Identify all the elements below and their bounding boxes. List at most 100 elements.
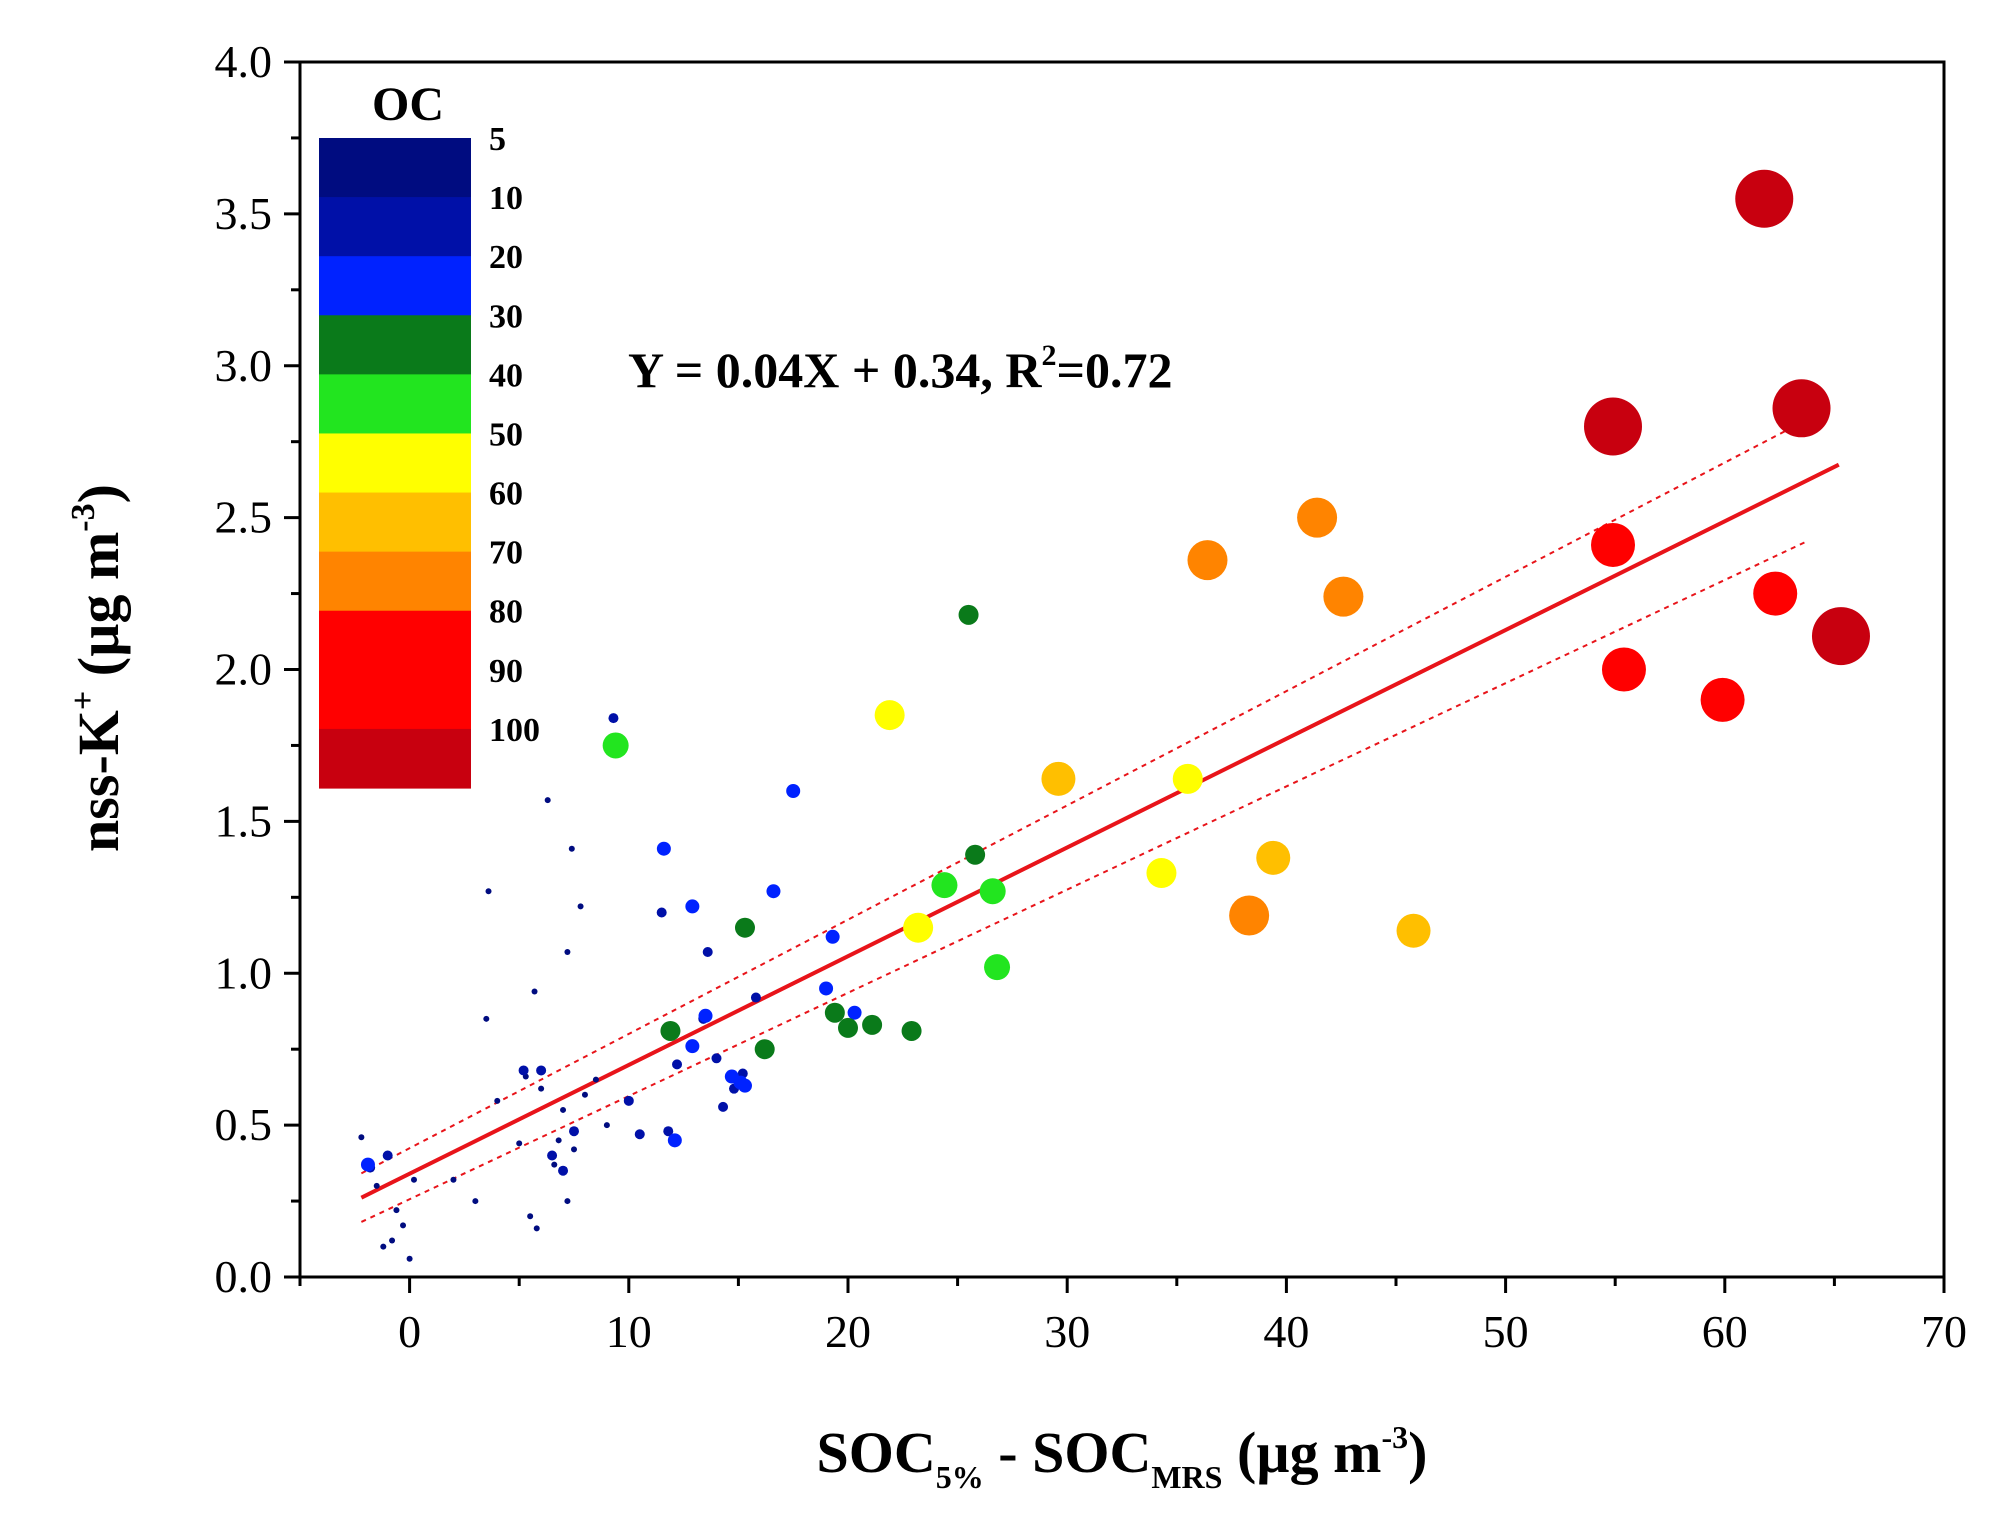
data-point [667,1133,682,1148]
data-point [702,946,713,957]
y-tick-label: 2.0 [215,644,273,695]
plot-area [298,60,1946,1279]
series-oc-50-60 [874,700,1203,943]
data-point [1297,497,1338,538]
data-point [608,713,619,724]
legend-swatch [319,138,471,198]
data-point [533,1225,540,1232]
legend-swatch [319,492,471,553]
y-tick-label: 1.0 [215,947,273,998]
data-point [571,1146,577,1153]
series-oc-60-70 [1041,761,1431,948]
y-axis: 0.0 0.5 1.0 1.5 2.0 2.5 3.0 3.5 4.0 [215,36,300,1302]
data-point [450,1176,457,1183]
data-point [718,1101,729,1112]
data-point [901,1020,922,1041]
data-point [516,1140,523,1147]
data-point [400,1222,407,1229]
data-point [1584,397,1643,456]
data-point [389,1237,396,1244]
legend-swatch [319,669,471,730]
y-tick-label: 0.5 [215,1099,273,1150]
data-point [786,784,801,798]
data-point [903,912,934,943]
data-point [564,1198,571,1205]
legend-title: OC [372,78,444,131]
y-tick-label: 3.5 [215,188,273,239]
data-point [358,1134,365,1141]
legend-label: 10 [489,180,523,217]
equation-tail: =0.72 [1056,342,1172,398]
data-point [623,1095,634,1106]
series-oc-5-10 [358,797,610,1262]
data-point [483,1015,490,1022]
x-tick-label: 20 [825,1306,871,1357]
x-title-sup: -3 [1382,1419,1409,1455]
legend-swatch [319,728,471,789]
data-point [685,899,700,914]
y-tick-label: 3.0 [215,340,273,391]
data-points [358,169,1870,1262]
y-title-main: nss-K [66,710,131,852]
data-point [984,954,1011,981]
data-point [1229,895,1270,936]
data-point [965,844,986,865]
data-point [555,1137,562,1144]
data-point [754,1039,775,1060]
data-point [660,1020,681,1041]
data-point [485,888,492,895]
data-point [1811,607,1870,666]
y-title-sup1: + [65,691,102,710]
data-point [656,907,667,918]
data-point [531,988,538,995]
data-point [410,1176,417,1183]
legend-label: 30 [489,298,523,335]
data-point [603,1122,610,1129]
data-point [602,732,629,759]
data-point [819,981,834,996]
data-point [634,1129,645,1140]
regression-equation: Y = 0.04X + 0.34, R2=0.72 [628,339,1172,398]
data-point [536,1065,547,1076]
lower-confidence-band [360,540,1807,1223]
x-tick-label: 40 [1263,1306,1309,1357]
data-point [581,1091,588,1098]
data-point [1323,576,1364,617]
color-scale-legend: OC 5 10 20 30 40 50 60 70 80 90 100 [319,78,540,789]
data-point [360,1157,375,1172]
data-point [592,1076,599,1083]
data-point [382,1150,393,1161]
legend-label: 20 [489,239,523,276]
y-tick-label: 4.0 [215,36,273,87]
legend-swatch [319,197,471,257]
y-tick-label: 2.5 [215,492,273,543]
data-point [711,1053,722,1064]
x-title-mid: - SOC [984,1420,1152,1485]
legend-label: 90 [489,653,523,690]
series-oc-20-30 [360,784,862,1172]
x-axis: 0 10 20 30 40 50 60 70 [298,1277,1967,1357]
data-point [656,841,671,856]
y-title-unit: (µg m [66,532,131,691]
data-point [874,700,905,731]
data-point [931,872,958,899]
legend-label: 100 [489,712,540,749]
data-point [672,1059,683,1070]
data-point [558,1165,569,1176]
x-tick-label: 10 [606,1306,652,1357]
legend-swatch [319,315,471,375]
data-point [1700,677,1745,722]
legend-label: 40 [489,357,523,394]
data-point [958,604,979,625]
data-point [1591,522,1636,567]
x-axis-title: SOC5% - SOCMRS (µg m-3) [817,1419,1428,1495]
data-point [494,1097,501,1104]
data-point [1187,540,1228,581]
x-tick-label: 60 [1702,1306,1748,1357]
legend-swatch [319,551,471,612]
series-oc-40-50 [602,732,1011,981]
series-oc-30-40 [660,604,986,1060]
legend-swatch [319,610,471,671]
regression-line [360,462,1840,1200]
